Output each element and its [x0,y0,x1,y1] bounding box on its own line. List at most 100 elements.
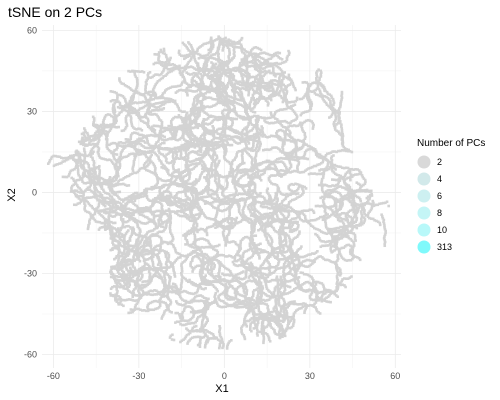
data-point [159,266,162,270]
data-point [188,202,192,206]
data-point [143,167,147,170]
data-point [203,202,207,205]
data-point [76,172,80,175]
data-point [103,196,107,200]
data-point [231,96,234,99]
data-point [196,264,199,268]
data-point [248,263,251,267]
data-point [89,216,93,220]
data-point [127,224,130,228]
data-point [122,198,125,202]
data-point [149,276,153,280]
data-point [89,182,92,185]
chart-title: tSNE on 2 PCs [8,4,102,20]
data-point [331,184,334,187]
data-point [303,259,307,263]
data-point [265,221,268,225]
data-point [106,130,109,134]
data-point [333,111,337,115]
data-point [135,86,138,89]
data-point [197,179,200,183]
data-point [136,243,139,246]
data-point [147,292,151,296]
data-point [270,167,274,170]
data-point [280,174,284,178]
data-point [263,280,267,283]
data-point [182,136,185,140]
data-point [184,302,188,305]
data-point [236,131,240,135]
data-point [148,157,152,160]
data-point [170,85,174,89]
data-point [181,190,185,194]
data-point [154,253,157,257]
data-point [222,229,226,232]
data-point [217,56,220,59]
data-point [300,185,304,189]
data-point [227,71,231,75]
data-point [191,328,194,332]
data-point [193,118,196,122]
data-point [139,101,143,104]
data-point [225,60,229,63]
data-point [314,164,318,168]
data-point [179,316,182,320]
data-point [186,280,190,284]
data-point [328,160,331,164]
data-point [232,169,236,173]
data-point [129,244,133,248]
data-point [231,169,235,173]
data-point [157,251,161,255]
data-point [335,173,339,177]
data-point [245,128,248,132]
data-point [275,308,279,311]
data-point [237,208,241,212]
data-point [236,292,240,296]
data-point [174,291,178,295]
data-point [248,209,252,212]
data-point [98,212,102,216]
data-point [123,281,126,284]
data-point [316,163,319,167]
data-point [239,247,243,250]
data-point [284,329,288,332]
data-point [136,138,139,141]
data-point [261,205,265,209]
data-point [245,235,249,239]
data-point [217,45,221,49]
data-point [208,272,211,276]
data-point [179,197,182,201]
data-point [300,286,303,290]
data-point [250,212,254,215]
data-point [80,153,83,157]
data-point [114,167,117,171]
data-point [187,253,191,257]
data-point [294,169,298,173]
data-point [342,149,346,152]
data-point [220,339,224,343]
data-point [209,54,213,57]
data-point [218,243,221,247]
data-point [76,166,79,170]
data-point [250,206,253,210]
data-point [102,216,106,220]
data-point [129,259,132,263]
data-point [335,190,338,194]
data-point [209,129,213,133]
data-point [200,99,204,103]
data-point [221,231,225,234]
data-point [337,181,341,184]
data-point [206,255,210,258]
data-point [255,209,258,213]
data-point [152,218,155,222]
data-point [220,68,224,72]
data-point [172,85,176,88]
data-point [125,101,128,105]
data-point [126,196,129,200]
data-point [95,209,99,213]
data-point [174,311,178,315]
data-point [84,189,87,192]
data-point [185,204,188,207]
data-point [292,274,295,278]
data-point [335,275,339,278]
